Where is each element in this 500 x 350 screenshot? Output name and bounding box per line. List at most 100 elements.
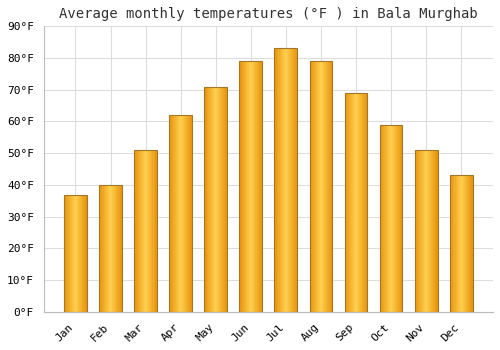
Bar bbox=[290, 49, 291, 312]
Bar bbox=[328, 61, 329, 312]
Bar bbox=[142, 150, 143, 312]
Bar bbox=[83, 195, 84, 312]
Bar bbox=[358, 93, 359, 312]
Bar bbox=[73, 195, 74, 312]
Bar bbox=[430, 150, 432, 312]
Bar bbox=[139, 150, 140, 312]
Bar bbox=[354, 93, 355, 312]
Bar bbox=[240, 61, 241, 312]
Bar bbox=[324, 61, 325, 312]
Bar bbox=[326, 61, 327, 312]
Bar bbox=[219, 86, 220, 312]
Bar bbox=[384, 125, 385, 312]
Bar bbox=[216, 86, 217, 312]
Bar bbox=[183, 115, 184, 312]
Bar bbox=[317, 61, 318, 312]
Bar bbox=[246, 61, 247, 312]
Bar bbox=[355, 93, 356, 312]
Bar bbox=[211, 86, 212, 312]
Bar bbox=[204, 86, 205, 312]
Bar bbox=[357, 93, 358, 312]
Bar bbox=[454, 175, 455, 312]
Bar bbox=[113, 185, 114, 312]
Bar bbox=[69, 195, 70, 312]
Bar bbox=[429, 150, 430, 312]
Bar bbox=[296, 49, 298, 312]
Bar bbox=[110, 185, 111, 312]
Bar bbox=[274, 49, 275, 312]
Bar bbox=[77, 195, 78, 312]
Bar bbox=[223, 86, 224, 312]
Bar bbox=[450, 175, 451, 312]
Bar bbox=[452, 175, 454, 312]
Bar bbox=[321, 61, 322, 312]
Bar bbox=[252, 61, 253, 312]
Bar bbox=[106, 185, 107, 312]
Bar bbox=[393, 125, 394, 312]
Bar bbox=[213, 86, 214, 312]
Bar bbox=[455, 175, 456, 312]
Bar bbox=[137, 150, 138, 312]
Bar bbox=[380, 125, 402, 312]
Bar bbox=[419, 150, 420, 312]
Bar bbox=[424, 150, 425, 312]
Bar bbox=[108, 185, 109, 312]
Bar bbox=[118, 185, 119, 312]
Bar bbox=[151, 150, 152, 312]
Bar bbox=[136, 150, 137, 312]
Bar bbox=[255, 61, 256, 312]
Bar bbox=[209, 86, 210, 312]
Bar bbox=[463, 175, 464, 312]
Bar bbox=[156, 150, 157, 312]
Bar bbox=[210, 86, 211, 312]
Bar bbox=[187, 115, 188, 312]
Bar bbox=[385, 125, 386, 312]
Bar bbox=[248, 61, 249, 312]
Bar bbox=[468, 175, 469, 312]
Bar bbox=[218, 86, 219, 312]
Bar bbox=[64, 195, 65, 312]
Bar bbox=[75, 195, 76, 312]
Bar bbox=[365, 93, 366, 312]
Bar bbox=[391, 125, 392, 312]
Bar bbox=[154, 150, 156, 312]
Bar bbox=[65, 195, 66, 312]
Bar bbox=[462, 175, 463, 312]
Bar bbox=[437, 150, 438, 312]
Bar bbox=[120, 185, 121, 312]
Bar bbox=[245, 61, 246, 312]
Bar bbox=[84, 195, 85, 312]
Bar bbox=[146, 150, 147, 312]
Bar bbox=[318, 61, 320, 312]
Bar bbox=[418, 150, 419, 312]
Bar bbox=[241, 61, 242, 312]
Bar bbox=[366, 93, 367, 312]
Bar bbox=[152, 150, 153, 312]
Bar bbox=[345, 93, 346, 312]
Bar bbox=[400, 125, 401, 312]
Bar bbox=[208, 86, 209, 312]
Bar bbox=[204, 86, 227, 312]
Bar bbox=[362, 93, 363, 312]
Bar bbox=[170, 115, 192, 312]
Bar bbox=[387, 125, 388, 312]
Bar bbox=[81, 195, 82, 312]
Bar bbox=[170, 115, 171, 312]
Bar bbox=[182, 115, 183, 312]
Bar bbox=[380, 125, 381, 312]
Bar bbox=[466, 175, 467, 312]
Bar bbox=[395, 125, 396, 312]
Bar bbox=[421, 150, 422, 312]
Bar bbox=[215, 86, 216, 312]
Bar bbox=[461, 175, 462, 312]
Bar bbox=[220, 86, 221, 312]
Bar bbox=[350, 93, 351, 312]
Bar bbox=[392, 125, 393, 312]
Bar bbox=[99, 185, 122, 312]
Bar bbox=[115, 185, 116, 312]
Bar bbox=[250, 61, 251, 312]
Bar bbox=[206, 86, 207, 312]
Bar bbox=[78, 195, 79, 312]
Bar bbox=[104, 185, 105, 312]
Bar bbox=[325, 61, 326, 312]
